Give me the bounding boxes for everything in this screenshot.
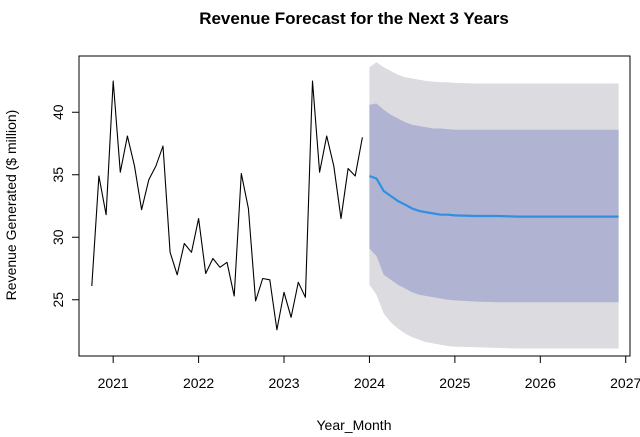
- chart-title: Revenue Forecast for the Next 3 Years: [199, 9, 509, 28]
- x-tick-label: 2025: [439, 375, 470, 391]
- x-tick-label: 2024: [354, 375, 385, 391]
- historical-series-line: [91, 80, 363, 331]
- y-tick-label: 35: [50, 167, 66, 183]
- y-axis-label: Revenue Generated ($ million): [3, 110, 19, 301]
- y-tick-label: 25: [50, 292, 66, 308]
- x-axis: 2021 2022 2023 2024 2025 2026 2027: [98, 355, 640, 391]
- y-tick-label: 30: [50, 229, 66, 245]
- plot-area: [91, 62, 619, 349]
- x-axis-label: Year_Month: [317, 417, 392, 433]
- prediction-band-80: [369, 103, 619, 303]
- y-axis: 25 30 35 40: [50, 104, 80, 308]
- forecast-series-line: [369, 174, 619, 218]
- x-tick-label: 2023: [268, 375, 299, 391]
- x-tick-label: 2021: [98, 375, 129, 391]
- y-tick-label: 40: [50, 104, 66, 120]
- x-tick-label: 2027: [610, 375, 640, 391]
- x-tick-label: 2022: [183, 375, 214, 391]
- x-tick-label: 2026: [525, 375, 556, 391]
